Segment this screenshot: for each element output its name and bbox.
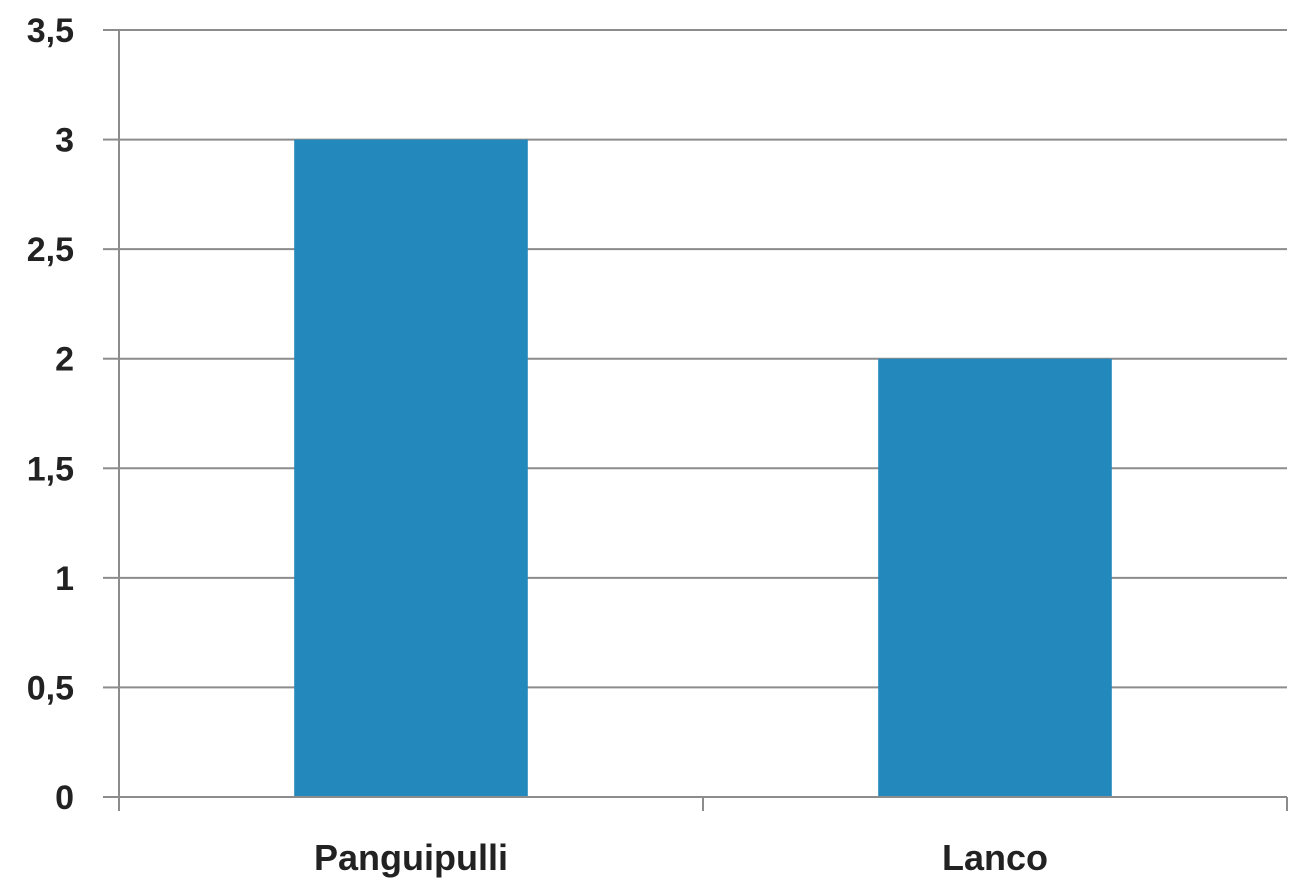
bars (294, 139, 1112, 798)
y-tick-label: 0 (55, 779, 74, 817)
y-tick-label: 1,5 (27, 450, 74, 488)
y-tick-label: 0,5 (27, 669, 74, 707)
y-tick-label: 3,5 (27, 12, 74, 50)
y-tick-label: 2,5 (27, 231, 74, 269)
x-category-label: Panguipulli (314, 837, 508, 878)
y-tick-label: 2 (55, 341, 74, 379)
bar-panguipulli (294, 139, 528, 798)
x-category-label: Lanco (942, 837, 1048, 878)
y-tick-label: 1 (55, 560, 74, 598)
y-tick-label: 3 (55, 122, 74, 160)
x-category-labels: Panguipulli Lanco (314, 837, 1048, 878)
y-tick-labels: 0 0,5 1 1,5 2 2,5 3 3,5 (27, 12, 74, 817)
bar-lanco (878, 358, 1112, 797)
axes (103, 29, 1288, 811)
